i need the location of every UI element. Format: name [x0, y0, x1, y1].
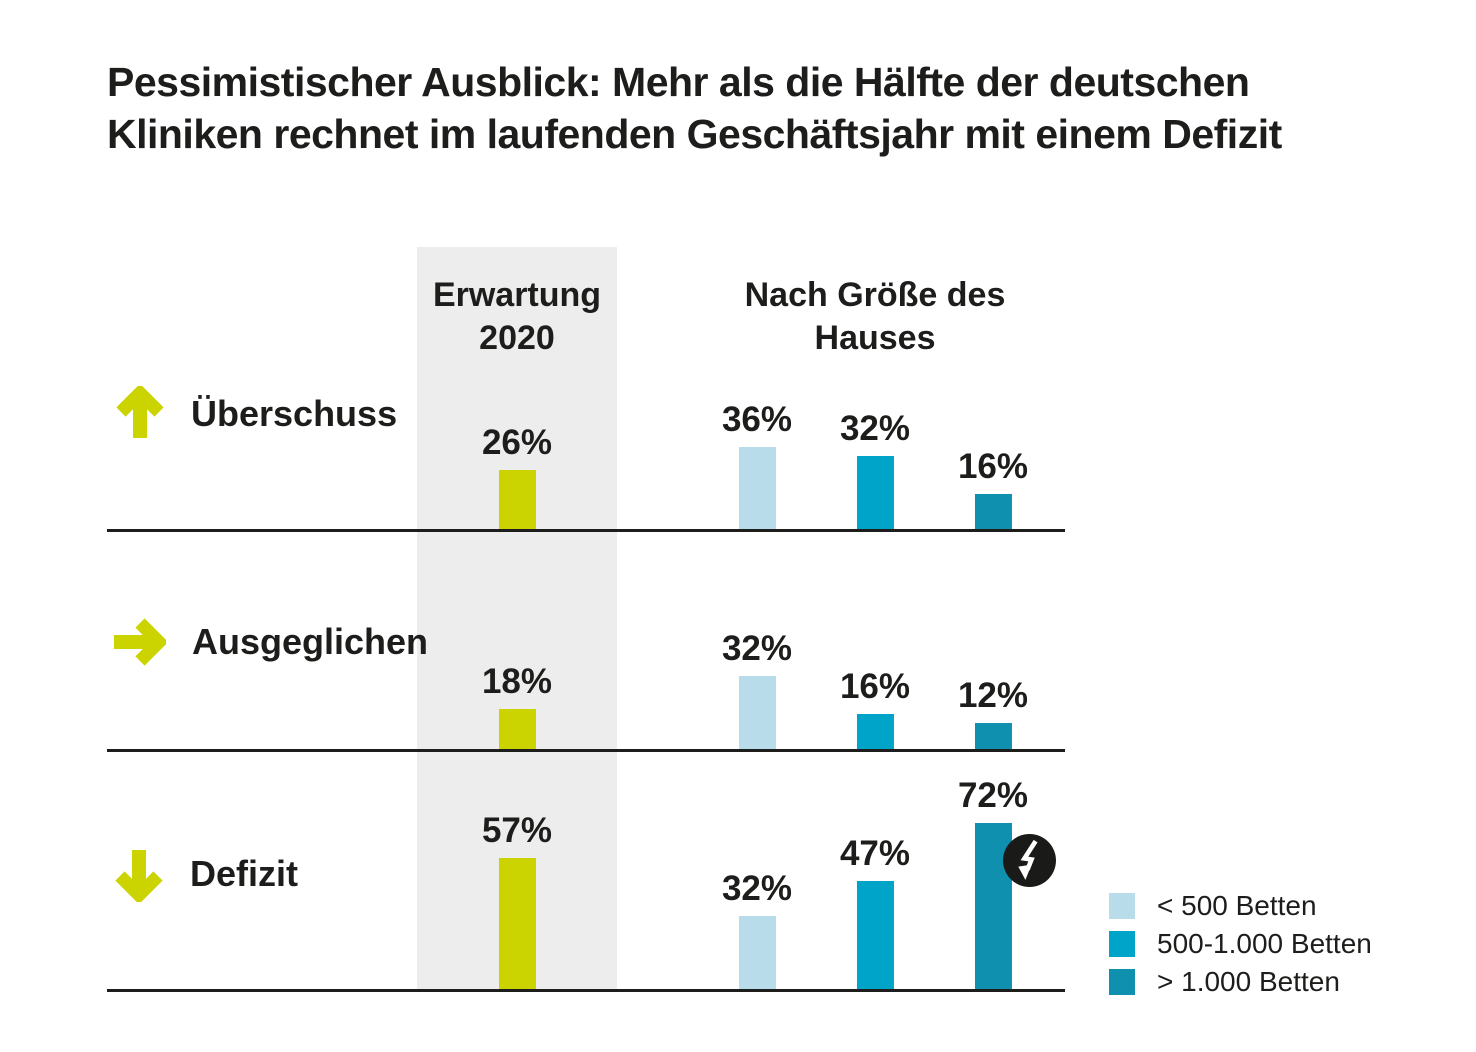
column-header-erwartung-line2: 2020: [479, 319, 555, 357]
page-title-line1: Pessimistischer Ausblick: Mehr als die H…: [107, 59, 1250, 105]
bar-value-label: 32%: [839, 409, 911, 448]
bar-value-label: 16%: [957, 447, 1029, 486]
row-category-label: Defizit: [190, 853, 298, 894]
row-label-ausgeglichen: Ausgeglichen: [110, 618, 428, 666]
row-label-ueberschuss: Überschuss: [115, 386, 397, 442]
axis-line: [107, 989, 1065, 992]
bar-group-ausgeglichen-gt1000: 12%: [958, 676, 1028, 751]
column-header-groesse-line2: Hauses: [814, 319, 936, 357]
legend-label: 500-1.000 Betten: [1157, 928, 1372, 959]
bar-ausgeglichen-erwartung: [498, 709, 536, 751]
column-header-erwartung-2020: Erwartung 2020: [417, 274, 617, 360]
bar-group-ausgeglichen-erwartung: 18%: [482, 662, 552, 751]
row-category-label: Überschuss: [191, 393, 398, 434]
bar-value-label: 32%: [721, 869, 793, 908]
legend-item-gt1000: > 1.000 Betten: [1109, 966, 1372, 997]
bar-value-label: 36%: [721, 400, 793, 439]
bar-group-defizit-gt1000: 72%: [958, 776, 1028, 991]
bar-value-label: 18%: [481, 662, 553, 701]
bar-defizit-500-1000: [856, 881, 894, 991]
bar-value-label: 32%: [721, 629, 793, 668]
bar-ueberschuss-gt1000: [974, 494, 1012, 531]
bar-defizit-lt500: [738, 916, 776, 991]
axis-line: [107, 749, 1065, 752]
page-title: Pessimistischer Ausblick: Mehr als die H…: [107, 56, 1282, 160]
column-header-erwartung-line1: Erwartung: [432, 276, 602, 314]
bar-group-ueberschuss-lt500: 36%: [722, 400, 792, 531]
bar-value-label: 26%: [481, 423, 553, 462]
legend-label: > 1.000 Betten: [1157, 966, 1340, 997]
bar-group-ausgeglichen-500-1000: 16%: [840, 667, 910, 751]
column-header-nach-groesse: Nach Größe des Hauses: [725, 274, 1025, 360]
bar-ausgeglichen-500-1000: [856, 714, 894, 751]
legend-swatch-lt500: [1109, 893, 1135, 919]
bar-group-ausgeglichen-lt500: 32%: [722, 629, 792, 751]
bar-group-ueberschuss-gt1000: 16%: [958, 447, 1028, 531]
column-header-groesse-line1: Nach Größe des: [744, 276, 1006, 314]
legend-item-lt500: < 500 Betten: [1109, 890, 1372, 921]
lightning-flash-icon: [1003, 834, 1056, 887]
bar-ueberschuss-lt500: [738, 447, 776, 531]
page-title-line2: Kliniken rechnet im laufenden Geschäftsj…: [107, 111, 1282, 157]
bar-value-label: 47%: [839, 834, 911, 873]
bar-ausgeglichen-gt1000: [974, 723, 1012, 751]
legend: < 500 Betten 500-1.000 Betten > 1.000 Be…: [1109, 890, 1372, 997]
legend-item-500-1000: 500-1.000 Betten: [1109, 928, 1372, 959]
bar-group-ueberschuss-erwartung: 26%: [482, 423, 552, 531]
row-label-defizit: Defizit: [114, 846, 298, 902]
bar-group-defizit-erwartung: 57%: [482, 811, 552, 991]
legend-label: < 500 Betten: [1157, 890, 1317, 921]
legend-swatch-gt1000: [1109, 969, 1135, 995]
bar-defizit-erwartung: [498, 858, 536, 991]
legend-swatch-500-1000: [1109, 931, 1135, 957]
bar-ausgeglichen-lt500: [738, 676, 776, 751]
bar-ueberschuss-erwartung: [498, 470, 536, 531]
arrow-up-icon: [116, 386, 164, 438]
bar-group-ueberschuss-500-1000: 32%: [840, 409, 910, 531]
bar-value-label: 57%: [481, 811, 553, 850]
bar-value-label: 72%: [957, 776, 1029, 815]
bar-value-label: 12%: [957, 676, 1029, 715]
axis-line: [107, 529, 1065, 532]
row-category-label: Ausgeglichen: [192, 621, 429, 662]
arrow-down-icon: [115, 850, 163, 902]
bar-group-defizit-500-1000: 47%: [840, 834, 910, 991]
bar-value-label: 16%: [839, 667, 911, 706]
arrow-right-icon: [114, 618, 166, 666]
bar-group-defizit-lt500: 32%: [722, 869, 792, 991]
bar-ueberschuss-500-1000: [856, 456, 894, 531]
